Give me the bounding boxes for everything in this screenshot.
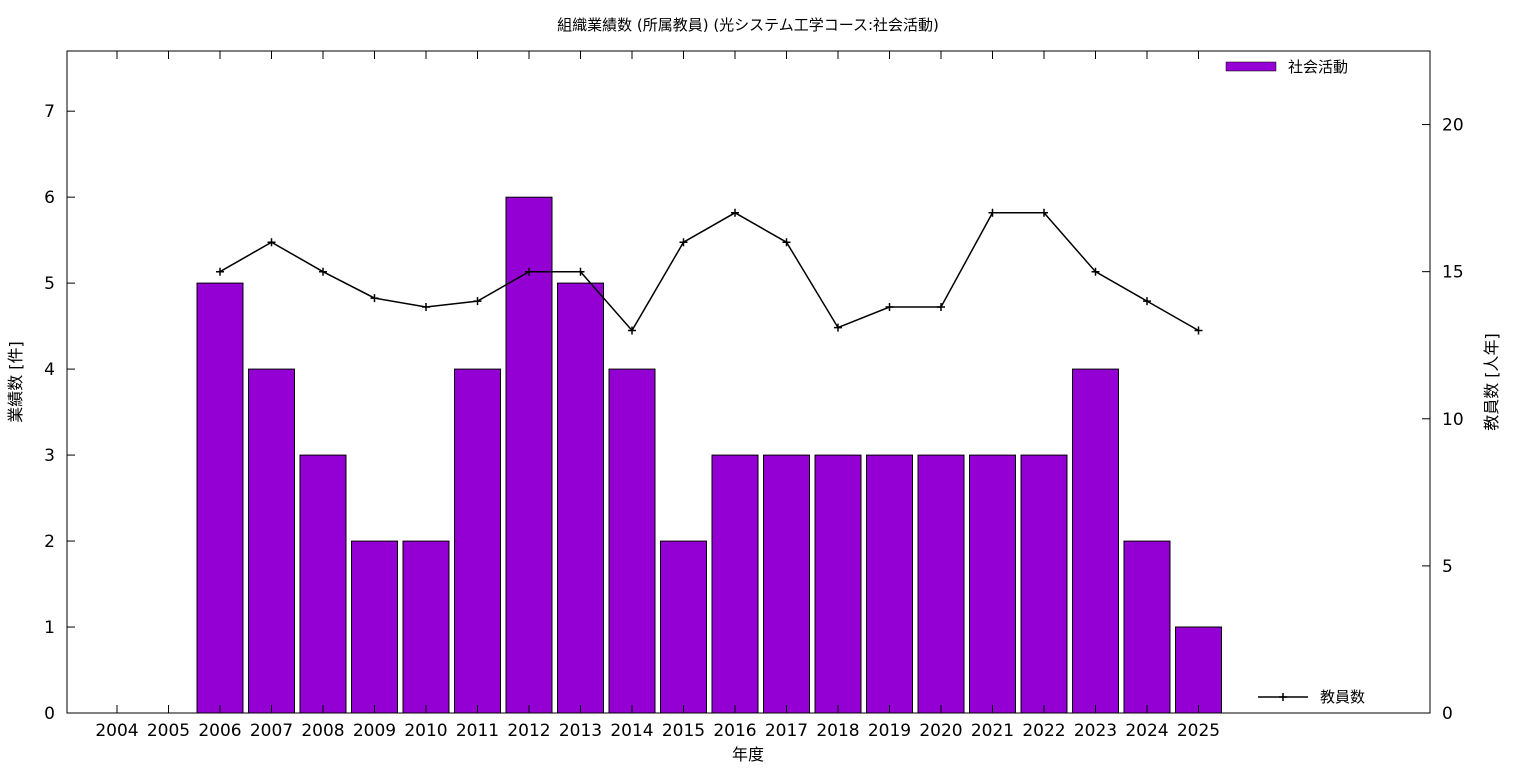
x-tick-label: 2014 xyxy=(610,721,653,741)
bar-2018 xyxy=(814,454,862,714)
point-2014 xyxy=(628,326,636,335)
bar-series xyxy=(196,196,1222,714)
bar-2024 xyxy=(1123,540,1171,714)
bar-2025 xyxy=(1175,626,1222,714)
y2-axis-label: 教員数 [人年] xyxy=(1482,333,1501,431)
point-2010 xyxy=(422,303,430,311)
point-2006 xyxy=(216,267,224,276)
bar-2013 xyxy=(557,282,604,714)
x-tick-label: 2020 xyxy=(919,721,962,741)
point-2023 xyxy=(1091,267,1100,276)
plot-frame xyxy=(66,50,1431,714)
x-tick-label: 2025 xyxy=(1177,721,1220,741)
x-tick-label: 2008 xyxy=(301,721,344,741)
point-2025 xyxy=(1194,326,1203,335)
point-2018 xyxy=(834,323,842,332)
x-tick-label: 2022 xyxy=(1022,721,1065,741)
point-2020 xyxy=(937,303,945,311)
y-tick-label: 7 xyxy=(44,102,55,122)
y2-tick-label: 5 xyxy=(1442,557,1453,577)
x-tick-label: 2010 xyxy=(404,721,447,741)
y-tick-label: 0 xyxy=(44,704,55,724)
x-tick-label: 2016 xyxy=(713,721,756,741)
point-2015 xyxy=(679,238,688,247)
bar-2008 xyxy=(299,454,347,714)
bar-2012 xyxy=(505,196,553,714)
bar-2021 xyxy=(969,454,1016,714)
y-tick-label: 1 xyxy=(44,618,55,638)
y2-tick-label: 15 xyxy=(1442,263,1464,283)
bar-2011 xyxy=(454,368,501,714)
line-series xyxy=(216,208,1203,335)
x-tick-label: 2019 xyxy=(868,721,911,741)
legend-bar-label: 社会活動 xyxy=(1288,58,1348,76)
bar-2010 xyxy=(402,540,450,714)
x-tick-label: 2007 xyxy=(250,721,293,741)
point-2021 xyxy=(988,208,997,217)
y-tick-label: 3 xyxy=(44,446,55,466)
legend-line-marker xyxy=(1279,693,1287,701)
bar-2007 xyxy=(248,368,295,714)
bar-2014 xyxy=(608,368,656,714)
y-tick-label: 5 xyxy=(44,274,55,294)
x-tick-label: 2004 xyxy=(95,721,138,741)
point-2008 xyxy=(319,267,327,276)
x-tick-label: 2018 xyxy=(816,721,859,741)
y2-tick-label: 10 xyxy=(1442,410,1464,430)
bar-2015 xyxy=(660,540,707,714)
y-axis-right: 0 5 10 15 20 xyxy=(1422,116,1464,724)
point-2017 xyxy=(782,238,791,247)
legend-line: 教員数 xyxy=(1258,688,1365,706)
bar-2023 xyxy=(1072,368,1119,714)
legend-line-label: 教員数 xyxy=(1320,688,1365,706)
y-tick-label: 2 xyxy=(44,532,55,552)
x-tick-label: 2024 xyxy=(1125,721,1168,741)
x-tick-label: 2013 xyxy=(559,721,602,741)
bar-2017 xyxy=(763,454,810,714)
y-axis-left: 0 1 2 3 4 5 6 7 xyxy=(44,102,75,724)
x-axis: 2004 2005 2006 2007 2008 2009 2010 2011 2012 2013… xyxy=(95,51,1220,741)
x-tick-label: 2006 xyxy=(198,721,241,741)
bar-2016 xyxy=(711,454,759,714)
point-2013 xyxy=(576,267,585,276)
x-tick-label: 2015 xyxy=(662,721,705,741)
point-2016 xyxy=(731,208,739,217)
x-tick-label: 2012 xyxy=(507,721,550,741)
y-tick-label: 4 xyxy=(44,360,55,380)
chart-title: 組織業績数 (所属教員) (光システム工学コース:社会活動) xyxy=(557,16,939,34)
y2-tick-label: 20 xyxy=(1442,116,1464,136)
y-axis-label: 業績数 [件] xyxy=(6,341,25,423)
x-tick-label: 2021 xyxy=(971,721,1014,741)
x-tick-label: 2011 xyxy=(456,721,499,741)
y-tick-label: 6 xyxy=(44,188,55,208)
bar-2019 xyxy=(866,454,913,714)
x-tick-label: 2023 xyxy=(1074,721,1117,741)
point-2019 xyxy=(885,303,894,311)
x-tick-label: 2017 xyxy=(765,721,808,741)
x-axis-label: 年度 xyxy=(732,745,764,764)
x-tick-label: 2005 xyxy=(147,721,190,741)
point-2009 xyxy=(370,294,379,303)
point-2024 xyxy=(1143,297,1151,306)
bar-2006 xyxy=(196,282,244,714)
point-2007 xyxy=(267,238,276,247)
bar-2022 xyxy=(1020,454,1068,714)
x-tick-label: 2009 xyxy=(353,721,396,741)
faculty-count-line xyxy=(219,211,1199,332)
legend-bar-swatch xyxy=(1225,61,1277,72)
legend-bar: 社会活動 xyxy=(1225,58,1348,76)
point-2012 xyxy=(525,267,533,276)
bar-2020 xyxy=(917,454,965,714)
point-2022 xyxy=(1040,208,1048,217)
y2-tick-label: 0 xyxy=(1442,704,1453,724)
bar-2009 xyxy=(351,540,398,714)
point-2011 xyxy=(473,297,482,306)
